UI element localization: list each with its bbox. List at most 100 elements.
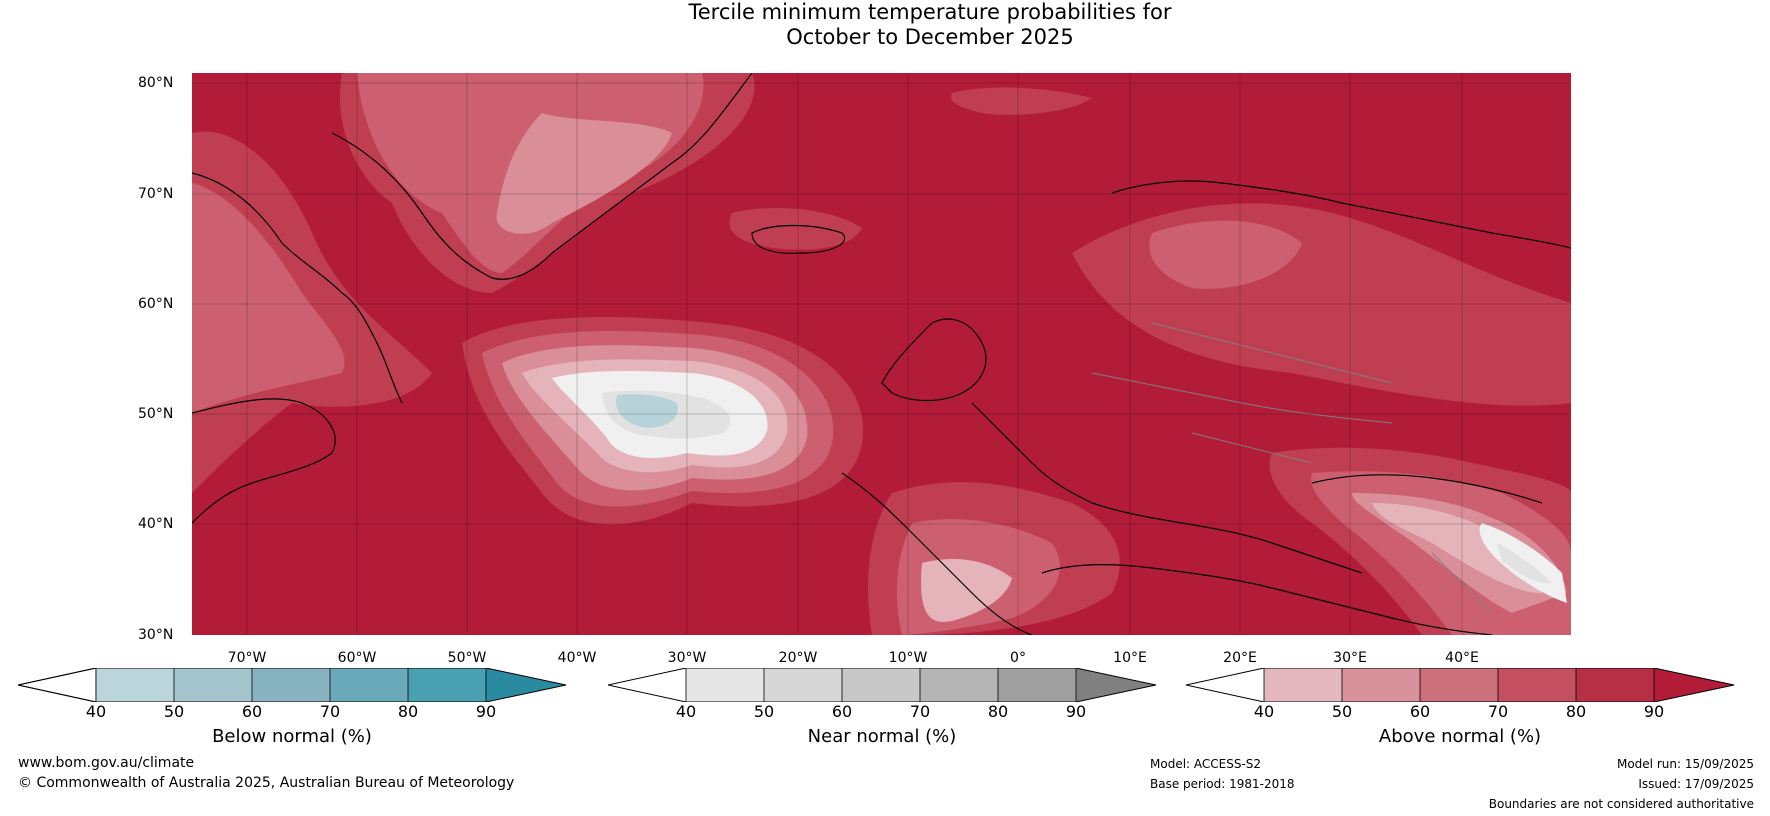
iberia-coastline	[841, 472, 1033, 635]
colorbar-above-tick-60: 60	[1409, 702, 1431, 721]
border-baltic	[1151, 322, 1393, 384]
colorbar-below-outline	[18, 668, 567, 702]
colorbar-near-bin-80-90	[998, 668, 1076, 702]
colorbar-near-outline	[608, 668, 1157, 702]
colorbar-below-bin-40-50	[96, 668, 174, 702]
lat-label-40n: 40°N	[138, 516, 174, 532]
colorbar-above-low-extension	[1186, 668, 1264, 702]
colorbar-below-bin-60-70	[252, 668, 330, 702]
colorbar-near-bin-60-70	[842, 668, 920, 702]
colorbar-below-tick-80: 80	[397, 702, 419, 721]
colorbar-below-bin-50-60	[174, 668, 252, 702]
colorbar-near-tick-50: 50	[753, 702, 775, 721]
graticule	[192, 73, 1571, 635]
lon-label-20e: 20°E	[1223, 650, 1257, 666]
europe-south-coastline	[971, 402, 1363, 574]
border-balkans	[1191, 432, 1313, 464]
border-central-europe	[1091, 372, 1393, 424]
colorbar-near-tick-40: 40	[675, 702, 697, 721]
colorbar-above-outline	[1186, 668, 1735, 702]
colorbar-near-low-extension	[608, 668, 686, 702]
title-line-1: Tercile minimum temperature probabilitie…	[688, 0, 1172, 24]
lon-label-10e: 10°E	[1113, 650, 1147, 666]
lon-label-40e: 40°E	[1445, 650, 1479, 666]
footer-base-period: Base period: 1981-2018	[1150, 777, 1295, 791]
lat-label-60n: 60°N	[138, 296, 174, 312]
colorbar-near-bin-70-80	[920, 668, 998, 702]
lon-label-0: 0°	[1010, 650, 1026, 666]
colorbar-above-tick-50: 50	[1331, 702, 1353, 721]
colorbar-below-tick-90: 90	[475, 702, 497, 721]
colorbar-above-title: Above normal (%)	[1378, 726, 1542, 747]
colorbar-near-bin-40-50	[686, 668, 764, 702]
british-isles-coastline	[881, 318, 987, 402]
lat-label-80n: 80°N	[138, 75, 174, 91]
colorbar-below-tick-40: 40	[85, 702, 107, 721]
colorbar-above-dividers	[1263, 668, 1655, 702]
colorbar-above-bin-80-90	[1576, 668, 1654, 702]
colorbar-near-bin-50-60	[764, 668, 842, 702]
middle-east-region-near-50	[1497, 543, 1552, 584]
greenland-region-60	[496, 113, 672, 234]
black-sea-coastline	[1311, 474, 1543, 504]
colorbar-near-tick-60: 60	[831, 702, 853, 721]
lon-label-20w: 20°W	[778, 650, 818, 666]
lon-label-30w: 30°W	[667, 650, 707, 666]
lon-label-40w: 40°W	[557, 650, 597, 666]
colorbar-above-tick-90: 90	[1643, 702, 1665, 721]
north-africa-region-50	[921, 558, 1012, 622]
colorbar-below-bin-80-90	[408, 668, 486, 702]
colorbar-below-dividers	[95, 668, 487, 702]
lon-label-30e: 30°E	[1333, 650, 1367, 666]
colorbar-above-bin-70-80	[1498, 668, 1576, 702]
footer-website: www.bom.gov.au/climate	[18, 755, 195, 771]
colorbar-near-high-extension	[1076, 668, 1156, 702]
colorbar-near-title: Near normal (%)	[807, 726, 957, 747]
lon-label-10w: 10°W	[888, 650, 928, 666]
scandinavia-coastline	[1111, 180, 1571, 249]
colorbar-above-bin-60-70	[1420, 668, 1498, 702]
colorbar-near-tick-90: 90	[1065, 702, 1087, 721]
lat-label-70n: 70°N	[138, 186, 174, 202]
arctic-patch-80	[951, 87, 1092, 115]
colorbar-above-high-extension	[1654, 668, 1734, 702]
probability-map	[192, 73, 1571, 635]
footer-model: Model: ACCESS-S2	[1150, 757, 1262, 771]
colorbar-near-tick-70: 70	[909, 702, 931, 721]
footer-copyright: © Commonwealth of Australia 2025, Austra…	[18, 775, 515, 791]
colorbar-below-high-extension	[486, 668, 566, 702]
north-america-coastline	[192, 398, 336, 524]
country-borders	[1091, 322, 1493, 614]
map-svg	[192, 73, 1571, 635]
colorbar-near-normal	[608, 668, 1157, 702]
colorbar-above-normal	[1186, 668, 1735, 702]
colorbar-below-tick-70: 70	[319, 702, 341, 721]
chart-title: Tercile minimum temperature probabilitie…	[0, 0, 1770, 50]
colorbar-below-bin-70-80	[330, 668, 408, 702]
scandinavia-region-70	[1149, 220, 1302, 289]
colorbar-near-tick-80: 80	[987, 702, 1009, 721]
colorbar-below-title: Below normal (%)	[212, 726, 372, 747]
border-middle-east	[1431, 552, 1493, 614]
colorbar-near-dividers	[685, 668, 1077, 702]
colorbar-below-tick-50: 50	[163, 702, 185, 721]
colorbar-below-tick-60: 60	[241, 702, 263, 721]
colorbar-below-low-extension	[18, 668, 97, 702]
greenland-coastline	[331, 73, 753, 280]
title-line-2: October to December 2025	[786, 25, 1074, 49]
canada-region-70	[192, 183, 345, 413]
footer-disclaimer: Boundaries are not considered authoritat…	[1488, 797, 1754, 811]
lon-label-70w: 70°W	[227, 650, 267, 666]
lon-label-50w: 50°W	[447, 650, 487, 666]
footer-issued: Issued: 17/09/2025	[1638, 777, 1754, 791]
atlantic-region-below-50	[616, 394, 678, 428]
colorbar-above-tick-40: 40	[1253, 702, 1275, 721]
lat-label-30n: 30°N	[138, 627, 174, 643]
iceland-coastline	[751, 224, 846, 254]
lat-label-50n: 50°N	[138, 406, 174, 422]
north-africa-coastline	[1041, 564, 1493, 635]
canada-coastline	[192, 172, 403, 404]
colorbar-above-bin-40-50	[1264, 668, 1342, 702]
colorbar-above-bin-50-60	[1342, 668, 1420, 702]
iceland-region-80	[729, 208, 862, 250]
